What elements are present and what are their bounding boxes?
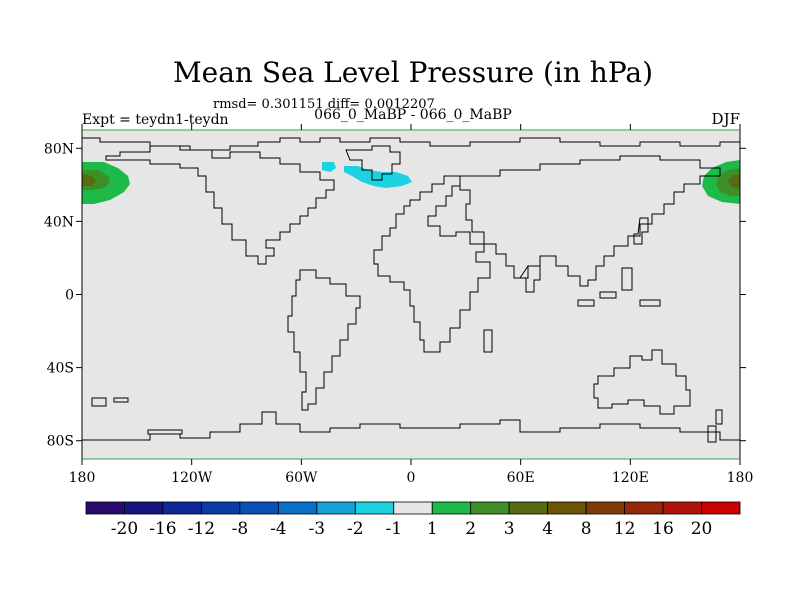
chart-title: Mean Sea Level Pressure (in hPa) [173, 56, 653, 89]
coastline-australia [593, 349, 691, 415]
colorbar-label: -3 [309, 519, 326, 539]
coastline-antarctica [82, 411, 740, 441]
y-tick-label: 40N [44, 214, 74, 230]
colorbar-label: 4 [542, 519, 553, 539]
colorbar-label: 3 [504, 519, 515, 539]
colorbar-label: -12 [188, 519, 215, 539]
coastline-europe-africa [373, 175, 491, 353]
colorbar-swatch [85, 501, 125, 515]
coastline-asia [459, 155, 721, 287]
x-tick-label: 120E [612, 470, 649, 486]
colorbar-swatch [277, 501, 318, 515]
coastline-madagascar [483, 329, 493, 353]
x-tick-label: 180 [727, 470, 754, 486]
colorbar-swatch [162, 501, 202, 515]
colorbar-label: -20 [111, 519, 138, 539]
coastline-antarctic-island [147, 429, 183, 435]
x-tick-label: 0 [407, 470, 416, 486]
map-panel [81, 129, 741, 460]
x-tick-label: 180 [69, 470, 96, 486]
anomaly-pacific-east-inner [716, 168, 740, 196]
colorbar-swatch [701, 501, 741, 515]
colorbar-label: 2 [465, 519, 476, 539]
colorbar-swatch [431, 501, 472, 515]
anomaly-pacific-west-core [82, 174, 96, 186]
y-tick-label: 0 [65, 288, 74, 304]
x-tick-label: 60E [507, 470, 535, 486]
y-axis: 80N 40N 0 40S 80S [44, 141, 746, 450]
anomaly-pacific-east-core [728, 174, 740, 188]
colorbar-swatch [624, 501, 664, 515]
colorbar-label: 1 [427, 519, 438, 539]
colorbar-label: -16 [149, 519, 176, 539]
colorbar-swatch [470, 501, 510, 515]
comparison-label: 066_0_MaBP - 066_0_MaBP [314, 107, 512, 123]
experiment-label: Expt = teydn1-teydn [82, 112, 229, 128]
y-tick-label: 40S [47, 361, 74, 377]
coastline-india [519, 265, 541, 293]
coastlines [82, 137, 740, 443]
coastline-south-america [287, 269, 361, 411]
colorbar-label: 20 [691, 519, 713, 539]
colorbar-swatch [393, 501, 433, 515]
colorbar-swatch [508, 501, 549, 515]
coastline-japan [633, 217, 649, 245]
colorbar-label: -2 [347, 519, 364, 539]
colorbar-swatch [239, 501, 279, 515]
season-label: DJF [712, 110, 740, 128]
colorbar-swatch [585, 501, 625, 515]
coastline-greenland [345, 145, 401, 181]
colorbar-swatch [316, 501, 356, 515]
coastline-falklands [91, 397, 129, 407]
colorbar-swatch [201, 501, 241, 515]
colorbar: -20 -16 -12 -8 -4 -3 -2 -1 1 2 3 4 8 12 16 20 [85, 501, 741, 539]
colorbar-label: -1 [385, 519, 402, 539]
colorbar-label: -8 [232, 519, 249, 539]
x-tick-label: 60W [285, 470, 318, 486]
stats-label: rmsd= 0.301151 diff= 0.0012207 [213, 97, 435, 112]
colorbar-label: 8 [581, 519, 592, 539]
colorbar-label: 12 [614, 519, 636, 539]
y-tick-label: 80S [47, 434, 74, 450]
coastline-maritime-asia [577, 267, 661, 307]
x-axis: 180 120W 60W 0 60E 120E 180 [69, 124, 754, 486]
x-tick-label: 120W [171, 470, 213, 486]
coastline-new-zealand [707, 409, 723, 443]
anomaly-fields [82, 160, 740, 204]
colorbar-swatch [547, 501, 587, 515]
anomaly-atlantic-negative-b [344, 166, 412, 188]
colorbar-label: 16 [652, 519, 674, 539]
coastline-north-america [105, 145, 335, 265]
anomaly-atlantic-negative-a [322, 162, 336, 172]
map-background [82, 130, 740, 459]
colorbar-swatch [354, 501, 395, 515]
colorbar-label: -4 [270, 519, 287, 539]
colorbar-swatch [124, 501, 164, 515]
y-tick-label: 80N [44, 141, 74, 157]
colorbar-swatch [662, 501, 702, 515]
